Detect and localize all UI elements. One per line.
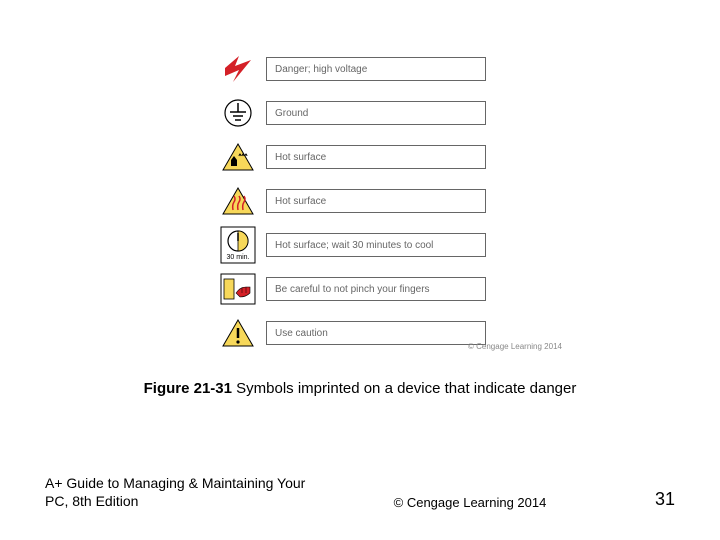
label-text: Hot surface (275, 152, 326, 163)
symbol-cell (210, 182, 266, 220)
label-text: Ground (275, 108, 308, 119)
diagram-credit: © Cengage Learning 2014 (468, 342, 562, 351)
slide-footer: A+ Guide to Managing & Maintaining Your … (45, 474, 675, 510)
label-box: Hot surface (266, 189, 486, 213)
figure-caption-text: Symbols imprinted on a device that indic… (232, 380, 576, 397)
symbol-cell (210, 94, 266, 132)
lightning-bolt-icon (221, 54, 255, 84)
table-row: Be careful to not pinch your fingers (210, 270, 530, 308)
hot-surface-waves-icon (221, 186, 255, 216)
label-text: Danger; high voltage (275, 64, 367, 75)
label-text: Use caution (275, 328, 328, 339)
label-text: Be careful to not pinch your fingers (275, 284, 430, 295)
label-box: Ground (266, 101, 486, 125)
wait-30min-icon: 30 min. (220, 226, 256, 264)
label-box: Be careful to not pinch your fingers (266, 277, 486, 301)
symbol-cell: 30 min. (210, 226, 266, 264)
caution-icon (221, 318, 255, 348)
copyright: © Cengage Learning 2014 (370, 495, 570, 510)
table-row: Hot surface (210, 138, 530, 176)
table-row: Danger; high voltage (210, 50, 530, 88)
label-box: Use caution (266, 321, 486, 345)
label-text: Hot surface; wait 30 minutes to cool (275, 240, 433, 251)
symbol-cell (210, 270, 266, 308)
symbol-cell (210, 314, 266, 352)
svg-text:30 min.: 30 min. (227, 254, 250, 261)
table-row: Ground (210, 94, 530, 132)
label-box: Danger; high voltage (266, 57, 486, 81)
figure-number: Figure 21-31 (144, 380, 232, 397)
pinch-warning-icon (220, 273, 256, 305)
table-row: Hot surface (210, 182, 530, 220)
symbol-cell (210, 50, 266, 88)
hot-surface-hand-icon (221, 142, 255, 172)
ground-icon (223, 98, 253, 128)
figure-caption: Figure 21-31 Symbols imprinted on a devi… (0, 380, 720, 397)
book-title: A+ Guide to Managing & Maintaining Your … (45, 474, 325, 510)
symbol-cell (210, 138, 266, 176)
label-box: Hot surface; wait 30 minutes to cool (266, 233, 486, 257)
label-box: Hot surface (266, 145, 486, 169)
page-number: 31 (615, 489, 675, 510)
symbol-diagram: Danger; high voltage Ground (210, 50, 530, 358)
label-text: Hot surface (275, 196, 326, 207)
slide: Danger; high voltage Ground (0, 0, 720, 540)
table-row: 30 min. Hot surface; wait 30 minutes to … (210, 226, 530, 264)
